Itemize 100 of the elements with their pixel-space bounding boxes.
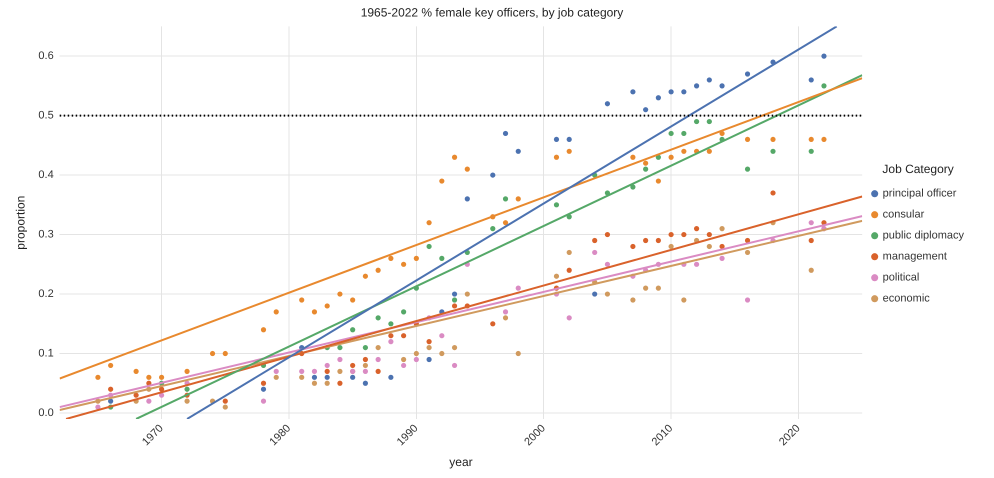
point xyxy=(502,220,508,226)
point xyxy=(656,178,661,184)
point xyxy=(554,154,560,160)
point xyxy=(770,190,776,196)
point xyxy=(401,356,406,362)
point xyxy=(324,362,330,368)
point xyxy=(452,297,458,303)
point xyxy=(630,184,636,190)
y-tick-label: 0.6 xyxy=(38,50,54,62)
y-tick-label: 0.2 xyxy=(38,288,54,300)
point xyxy=(554,274,560,279)
point xyxy=(299,368,304,374)
point xyxy=(566,136,572,142)
point xyxy=(388,339,394,344)
point xyxy=(260,398,266,404)
legend-label: economic xyxy=(882,292,930,305)
point xyxy=(324,368,330,374)
point xyxy=(439,178,444,184)
point xyxy=(502,196,508,202)
point xyxy=(821,83,827,88)
point xyxy=(706,77,712,83)
point xyxy=(388,333,394,338)
point xyxy=(312,380,318,386)
point xyxy=(95,374,101,380)
point xyxy=(324,303,330,309)
point xyxy=(312,368,318,374)
point xyxy=(376,268,381,273)
point xyxy=(630,89,636,94)
point xyxy=(516,196,521,202)
point xyxy=(668,130,674,136)
point xyxy=(630,297,636,303)
point xyxy=(643,160,648,166)
point xyxy=(554,136,560,142)
point xyxy=(821,54,827,59)
x-axis-title: year xyxy=(449,455,473,470)
point xyxy=(401,362,406,368)
point xyxy=(502,309,508,314)
point xyxy=(630,244,636,250)
y-axis-title: proportion xyxy=(14,196,28,250)
point xyxy=(439,333,444,338)
point xyxy=(516,148,521,154)
point xyxy=(744,71,750,77)
point xyxy=(808,148,814,154)
point xyxy=(719,83,725,88)
point xyxy=(376,368,381,374)
point xyxy=(808,220,814,226)
point xyxy=(388,256,394,261)
point xyxy=(184,368,190,374)
legend-label: political xyxy=(882,272,920,284)
point xyxy=(668,89,674,94)
point xyxy=(681,148,686,154)
point xyxy=(337,356,343,362)
point xyxy=(668,154,674,160)
point xyxy=(643,107,648,112)
point xyxy=(604,262,610,267)
point xyxy=(592,238,598,244)
point xyxy=(426,220,432,226)
point xyxy=(184,386,190,392)
point xyxy=(452,291,458,297)
point xyxy=(681,130,686,136)
legend-label: public diplomacy xyxy=(882,230,964,242)
point xyxy=(134,368,139,374)
point xyxy=(770,136,776,142)
point xyxy=(452,344,458,350)
point xyxy=(452,303,458,309)
point xyxy=(222,398,228,404)
point xyxy=(146,398,152,404)
point xyxy=(706,232,712,238)
y-tick-label: 0.3 xyxy=(38,228,54,241)
point xyxy=(401,333,406,338)
point xyxy=(299,374,304,380)
point xyxy=(668,232,674,238)
point xyxy=(656,95,661,100)
point xyxy=(604,291,610,297)
legend-label: consular xyxy=(882,208,925,221)
point xyxy=(821,136,827,142)
point xyxy=(490,226,496,232)
point xyxy=(694,226,700,232)
point xyxy=(439,350,444,356)
point xyxy=(337,344,343,350)
point xyxy=(694,83,700,88)
point xyxy=(108,398,114,404)
point xyxy=(604,232,610,238)
point xyxy=(452,362,458,368)
point xyxy=(362,274,368,279)
point xyxy=(668,244,674,250)
point xyxy=(464,166,470,172)
point xyxy=(426,244,432,250)
point xyxy=(719,244,725,250)
point xyxy=(312,309,318,314)
point xyxy=(362,344,368,350)
point xyxy=(350,327,356,332)
point xyxy=(401,262,406,267)
point xyxy=(324,374,330,380)
point xyxy=(426,344,432,350)
point xyxy=(222,350,228,356)
point xyxy=(490,321,496,326)
legend-label: principal officer xyxy=(882,188,957,200)
point xyxy=(388,374,394,380)
y-tick-label: 0.4 xyxy=(38,169,54,182)
